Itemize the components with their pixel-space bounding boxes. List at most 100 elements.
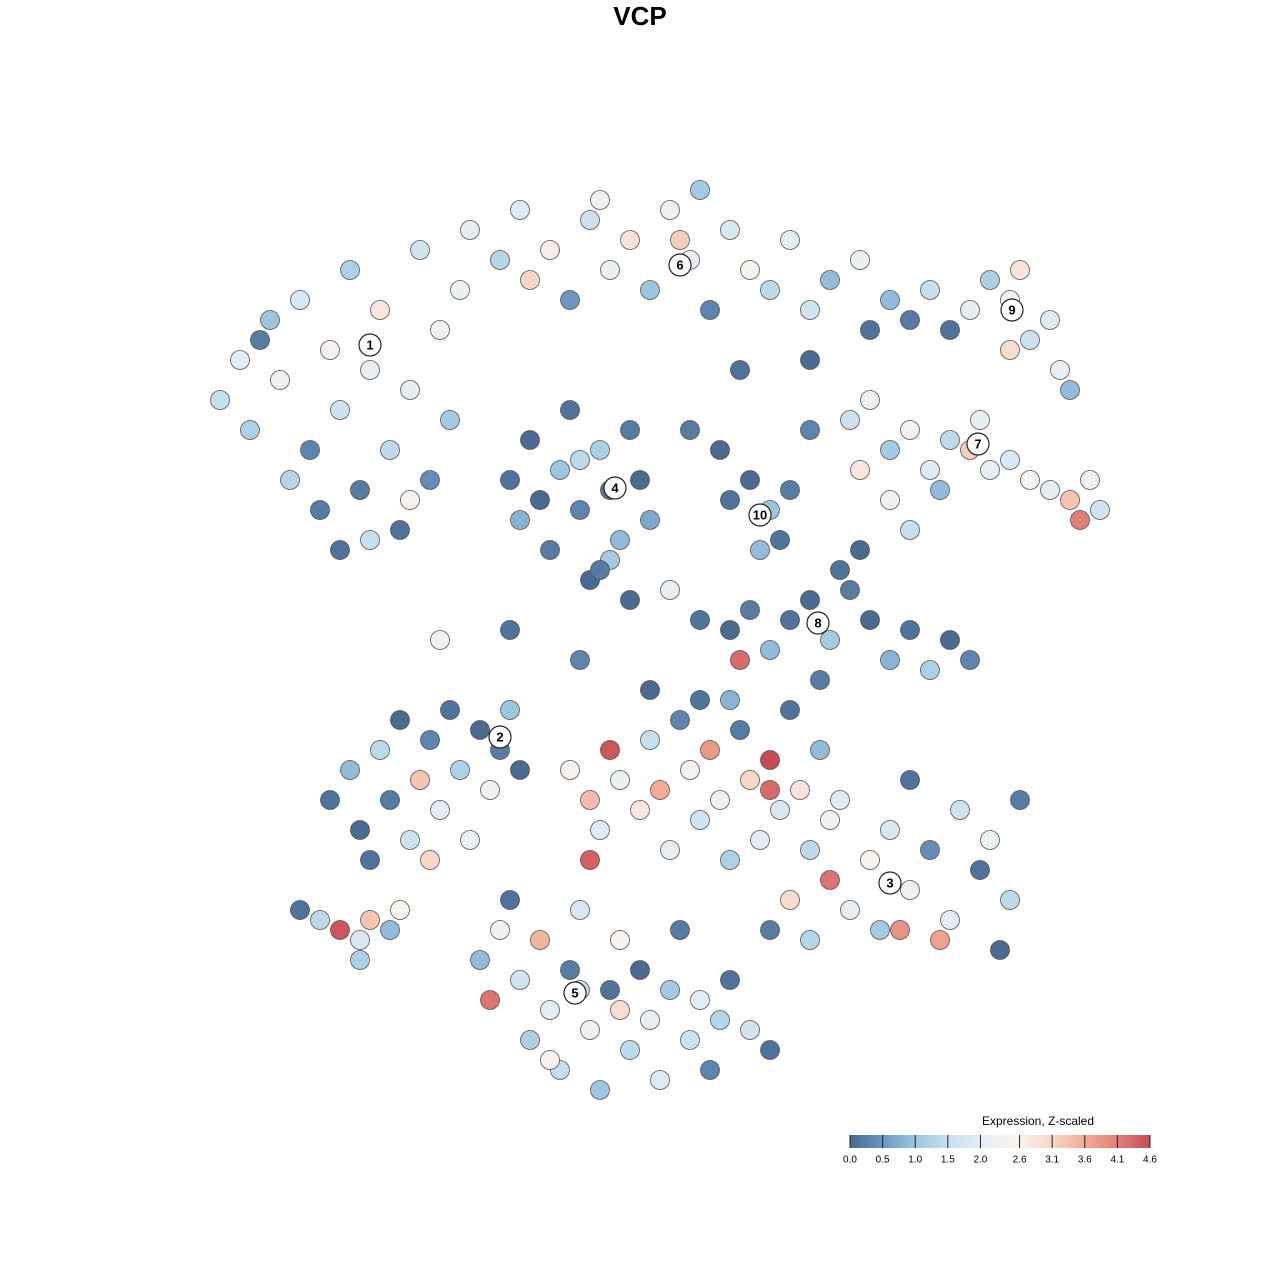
point — [640, 1010, 660, 1030]
point — [560, 760, 580, 780]
point — [540, 1050, 560, 1070]
cluster-label: 2 — [496, 729, 503, 744]
point — [1020, 330, 1040, 350]
point — [520, 270, 540, 290]
point — [570, 900, 590, 920]
point — [880, 650, 900, 670]
point — [740, 1020, 760, 1040]
point — [590, 1080, 610, 1100]
point — [1040, 310, 1060, 330]
point — [900, 770, 920, 790]
point — [980, 270, 1000, 290]
point — [1060, 380, 1080, 400]
point — [970, 860, 990, 880]
point — [540, 1000, 560, 1020]
point — [360, 530, 380, 550]
point — [780, 700, 800, 720]
point — [1020, 470, 1040, 490]
cluster-label: 9 — [1008, 302, 1015, 317]
point — [570, 650, 590, 670]
point — [900, 620, 920, 640]
point — [820, 270, 840, 290]
point — [680, 1030, 700, 1050]
cluster-badge — [806, 611, 830, 635]
point — [620, 420, 640, 440]
point — [590, 440, 610, 460]
cluster-label: 7 — [974, 436, 981, 451]
point — [940, 630, 960, 650]
point — [990, 940, 1010, 960]
point — [770, 530, 790, 550]
point — [900, 310, 920, 330]
point — [350, 820, 370, 840]
point — [860, 610, 880, 630]
point — [540, 240, 560, 260]
point — [690, 180, 710, 200]
point — [530, 930, 550, 950]
point — [310, 910, 330, 930]
point — [530, 490, 550, 510]
point — [610, 530, 630, 550]
point — [610, 770, 630, 790]
point — [800, 300, 820, 320]
point — [300, 440, 320, 460]
point — [580, 210, 600, 230]
point — [610, 1000, 630, 1020]
cluster-badge — [603, 476, 627, 500]
point — [660, 840, 680, 860]
cluster-label: 6 — [676, 257, 683, 272]
point — [380, 440, 400, 460]
point — [380, 920, 400, 940]
point — [260, 310, 280, 330]
point — [340, 260, 360, 280]
point — [630, 960, 650, 980]
point — [290, 900, 310, 920]
point — [800, 930, 820, 950]
point — [800, 350, 820, 370]
point — [460, 830, 480, 850]
point — [510, 510, 530, 530]
point — [500, 700, 520, 720]
point — [900, 420, 920, 440]
point — [930, 930, 950, 950]
point — [850, 540, 870, 560]
point — [860, 320, 880, 340]
cluster-badge — [748, 503, 772, 527]
point — [450, 280, 470, 300]
point — [980, 830, 1000, 850]
point — [890, 920, 910, 940]
point — [330, 540, 350, 560]
point — [380, 790, 400, 810]
point — [720, 850, 740, 870]
point — [1080, 470, 1100, 490]
point — [580, 790, 600, 810]
point — [800, 590, 820, 610]
point — [590, 560, 610, 580]
point — [810, 740, 830, 760]
point — [660, 980, 680, 1000]
point — [430, 630, 450, 650]
point — [730, 720, 750, 740]
point — [760, 750, 780, 770]
point — [720, 970, 740, 990]
point — [600, 980, 620, 1000]
point — [420, 850, 440, 870]
point — [940, 910, 960, 930]
point — [740, 470, 760, 490]
point — [350, 950, 370, 970]
point — [710, 440, 730, 460]
point — [400, 380, 420, 400]
cluster-label: 8 — [814, 615, 821, 630]
point — [690, 810, 710, 830]
point — [500, 890, 520, 910]
point — [740, 600, 760, 620]
point — [640, 510, 660, 530]
point — [730, 650, 750, 670]
point — [600, 260, 620, 280]
point — [270, 370, 290, 390]
point — [1050, 360, 1070, 380]
point — [330, 920, 350, 940]
point — [650, 1070, 670, 1090]
point — [760, 640, 780, 660]
point — [240, 420, 260, 440]
